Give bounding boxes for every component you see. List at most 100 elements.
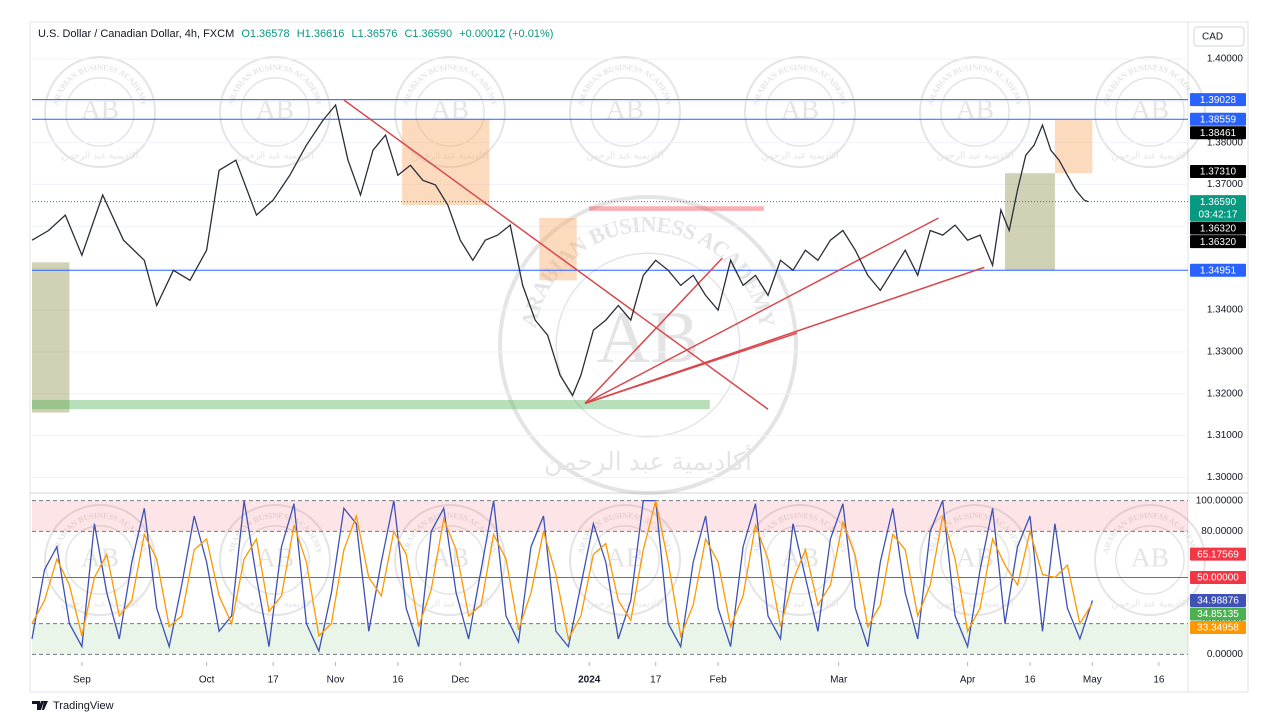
- x-tick-label: 16: [1153, 675, 1165, 686]
- stamp-arabic: أكاديمية عبد الرحمن: [411, 596, 488, 609]
- stamp-ring-inner: [590, 525, 660, 595]
- stamp-initials: AB: [597, 297, 700, 379]
- ohlc-close: C1.36590: [404, 28, 452, 40]
- stamp-ring: [44, 56, 156, 168]
- x-tick-label: Dec: [451, 675, 469, 686]
- legend: U.S. Dollar / Canadian Dollar, 4h, FXCM …: [38, 28, 553, 40]
- stamp-ring-inner: [415, 525, 485, 595]
- axis-price-label: 34.98876: [1197, 596, 1239, 607]
- stamp-ring: [1094, 56, 1206, 168]
- y-tick-label: 1.34000: [1207, 305, 1244, 316]
- x-tick-label: Mar: [830, 675, 848, 686]
- axis-price-label: 1.39028: [1200, 95, 1237, 106]
- x-tick-label: Sep: [73, 675, 91, 686]
- stamp-ring-inner: [555, 252, 741, 438]
- stamp-ring-inner: [590, 77, 660, 147]
- axis-price-label-box: [1190, 126, 1246, 140]
- trend-line: [584, 332, 798, 405]
- stamp-ring-inner: [65, 525, 135, 595]
- stamp-ring: [44, 504, 156, 616]
- stamp-arabic: أكاديمية عبد الرحمن: [411, 148, 488, 161]
- stamp-arabic: أكاديمية عبد الرحمن: [761, 596, 838, 609]
- chart-frame: [29, 21, 1249, 693]
- axis-price-label: 1.36320: [1200, 237, 1237, 248]
- x-tick-label: 17: [268, 675, 280, 686]
- stamp-ring: [394, 56, 506, 168]
- zone: [1005, 173, 1055, 271]
- brand: TradingView: [53, 700, 114, 712]
- stamp-arabic: أكاديمية عبد الرحمن: [936, 148, 1013, 161]
- axis-price-label-box: [1190, 235, 1246, 249]
- series-line: [31, 103, 1089, 397]
- stamp-initials: AB: [956, 541, 994, 572]
- y-tick-label: 1.37000: [1207, 179, 1244, 190]
- x-tick-label: 16: [392, 675, 404, 686]
- stamp-arabic: أكاديمية عبد الرحمن: [236, 148, 313, 161]
- stamp-ring: [498, 195, 798, 495]
- stamp-ring: [744, 504, 856, 616]
- y-tick-label: 1.38000: [1207, 137, 1244, 148]
- currency: CAD: [1202, 32, 1223, 43]
- pane: 0.0000020.0000080.00000100.00000SepOct17…: [31, 495, 1246, 686]
- stamp-ring-inner: [1115, 77, 1185, 147]
- x-tick-label: Apr: [960, 675, 976, 686]
- y-tick-label: 80.00000: [1201, 526, 1243, 537]
- axis-price-label: 1.36320: [1200, 223, 1237, 234]
- axis-price-label-box: [1190, 263, 1246, 277]
- stamp-ring-inner: [940, 525, 1010, 595]
- stamp-arabic: أكاديمية عبد الرحمن: [61, 596, 138, 609]
- zone: [32, 262, 70, 413]
- y-tick-label: 1.31000: [1207, 430, 1244, 441]
- axis-price-label-box: [1190, 621, 1246, 635]
- y-tick-label: 1.33000: [1207, 347, 1244, 358]
- symbol: U.S. Dollar / Canadian Dollar, 4h, FXCM: [38, 28, 234, 40]
- y-tick-label: 1.40000: [1207, 54, 1244, 65]
- axis-price-label-box: [1190, 594, 1246, 608]
- stamp-ring: [919, 56, 1031, 168]
- x-tick-label: 16: [1024, 675, 1036, 686]
- axis-price-label-box: [1190, 607, 1246, 621]
- axis-price-label-box: [1190, 195, 1246, 222]
- pane: 1.300001.310001.320001.330001.340001.350…: [31, 54, 1246, 483]
- zone: [32, 400, 710, 410]
- y-tick-label: 0.00000: [1207, 649, 1244, 660]
- stamp-ring: [394, 504, 506, 616]
- stamp-arabic: أكاديمية عبد الرحمن: [761, 148, 838, 161]
- axis-price-label-box: [1190, 93, 1246, 107]
- axis-price-label-box: [1190, 547, 1246, 561]
- stamp-arabic: أكاديمية عبد الرحمن: [544, 444, 752, 477]
- axis-price-label: 50.00000: [1197, 573, 1239, 584]
- axis-price-label: 1.34951: [1200, 265, 1237, 276]
- countdown-label: 03:42:17: [1199, 209, 1238, 220]
- plot-layer: 1.300001.310001.320001.330001.340001.350…: [31, 54, 1246, 686]
- stamp-ring-inner: [240, 77, 310, 147]
- stamp-ring-inner: [765, 77, 835, 147]
- zone: [1054, 120, 1093, 174]
- stamp-ring: [569, 504, 681, 616]
- stamp-ring: [744, 56, 856, 168]
- stamp-arabic: أكاديمية عبد الرحمن: [586, 596, 663, 609]
- stamp-initials: AB: [256, 541, 294, 572]
- axis-price-label: 1.38559: [1200, 114, 1237, 125]
- stamp-ring-inner: [1115, 525, 1185, 595]
- x-tick-label: 2024: [578, 675, 601, 686]
- tradingview-logo: [32, 701, 48, 710]
- axis-price-label-box: [1190, 570, 1246, 584]
- stamp-arabic: أكاديمية عبد الرحمن: [1111, 596, 1188, 609]
- trend-line: [343, 99, 769, 410]
- band: [32, 623, 1188, 655]
- stamp-ring: [569, 56, 681, 168]
- series-line: [31, 500, 1093, 641]
- stamp-ring-inner: [65, 77, 135, 147]
- stamp-ring-inner: [940, 77, 1010, 147]
- y-tick-label: 1.32000: [1207, 388, 1244, 399]
- axis-price-label: 1.36590: [1200, 197, 1237, 208]
- currency-box[interactable]: [1193, 26, 1245, 47]
- ohlc-low: L1.36576: [351, 28, 397, 40]
